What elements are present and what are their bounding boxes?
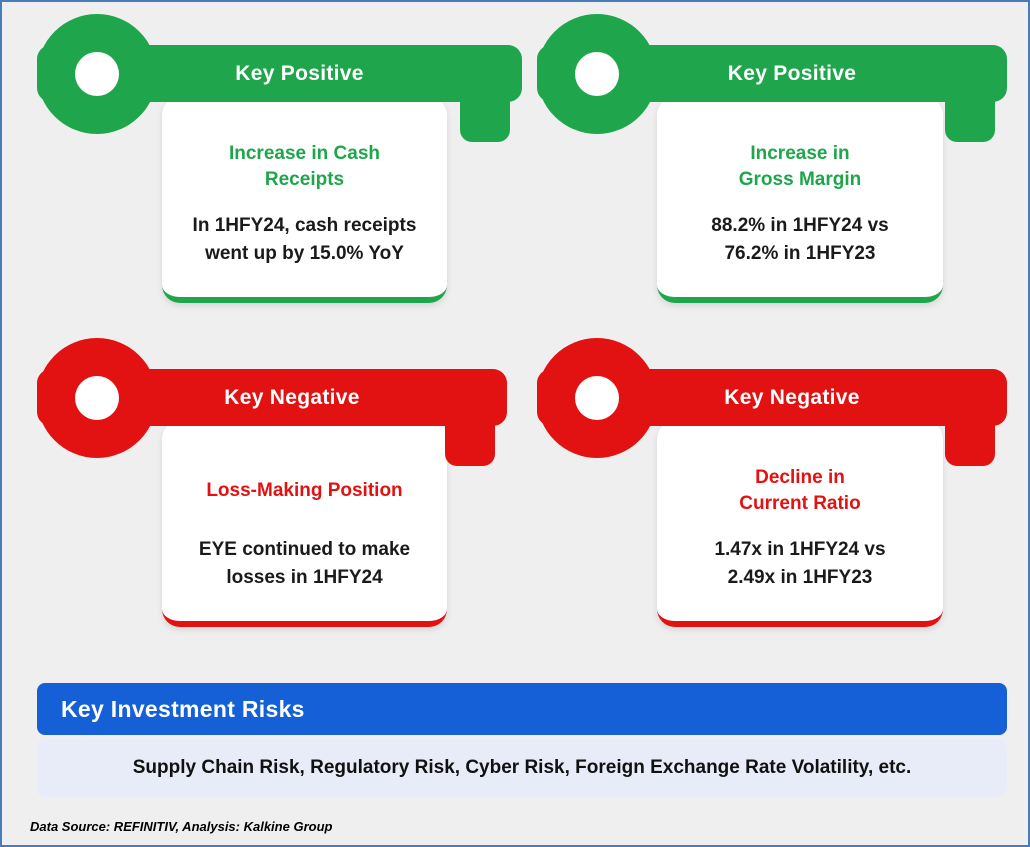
card-body: 88.2% in 1HFY24 vs 76.2% in 1HFY23 bbox=[711, 215, 889, 264]
positive-card-cash-receipts: Key Positive Increase in Cash Receipts I… bbox=[37, 14, 522, 324]
key-type-label: Key Negative bbox=[224, 385, 360, 409]
key-bow-icon bbox=[537, 338, 657, 458]
negative-card-current-ratio: Key Negative Decline in Current Ratio 1.… bbox=[537, 338, 1007, 648]
risks-banner-title: Key Investment Risks bbox=[61, 695, 305, 722]
key-type-label: Key Positive bbox=[727, 61, 857, 85]
key-type-label: Key Negative bbox=[724, 385, 860, 409]
key-type-label: Key Positive bbox=[235, 61, 364, 85]
insight-card: Decline in Current Ratio 1.47x in 1HFY24… bbox=[657, 421, 943, 627]
data-source-note: Data Source: REFINITIV, Analysis: Kalkin… bbox=[30, 819, 333, 834]
positive-card-gross-margin: Key Positive Increase in Gross Margin 88… bbox=[537, 14, 1007, 324]
card-body: In 1HFY24, cash receipts went up by 15.0… bbox=[192, 215, 417, 264]
insight-card: Increase in Cash Receipts In 1HFY24, cas… bbox=[162, 97, 447, 303]
risk-list: Supply Chain Risk, Regulatory Risk, Cybe… bbox=[132, 757, 912, 778]
insight-card: Increase in Gross Margin 88.2% in 1HFY24… bbox=[657, 97, 943, 303]
card-title: Increase in Cash Receipts bbox=[228, 143, 381, 190]
negative-card-loss-making: Key Negative Loss-Making Position EYE co… bbox=[37, 338, 507, 648]
card-body: EYE continued to make losses in 1HFY24 bbox=[198, 539, 411, 588]
risk-list-strip: Supply Chain Risk, Regulatory Risk, Cybe… bbox=[37, 739, 1007, 797]
risks-banner: Key Investment Risks bbox=[37, 683, 1007, 735]
key-bow-icon bbox=[37, 338, 157, 458]
key-bow-icon bbox=[37, 14, 157, 134]
card-title: Increase in Gross Margin bbox=[738, 143, 862, 190]
insight-card: Loss-Making Position EYE continued to ma… bbox=[162, 421, 447, 627]
key-bow-icon bbox=[537, 14, 657, 134]
card-title: Loss-Making Position bbox=[206, 480, 403, 502]
card-body: 1.47x in 1HFY24 vs 2.49x in 1HFY23 bbox=[714, 539, 886, 588]
card-title: Decline in Current Ratio bbox=[739, 467, 861, 514]
